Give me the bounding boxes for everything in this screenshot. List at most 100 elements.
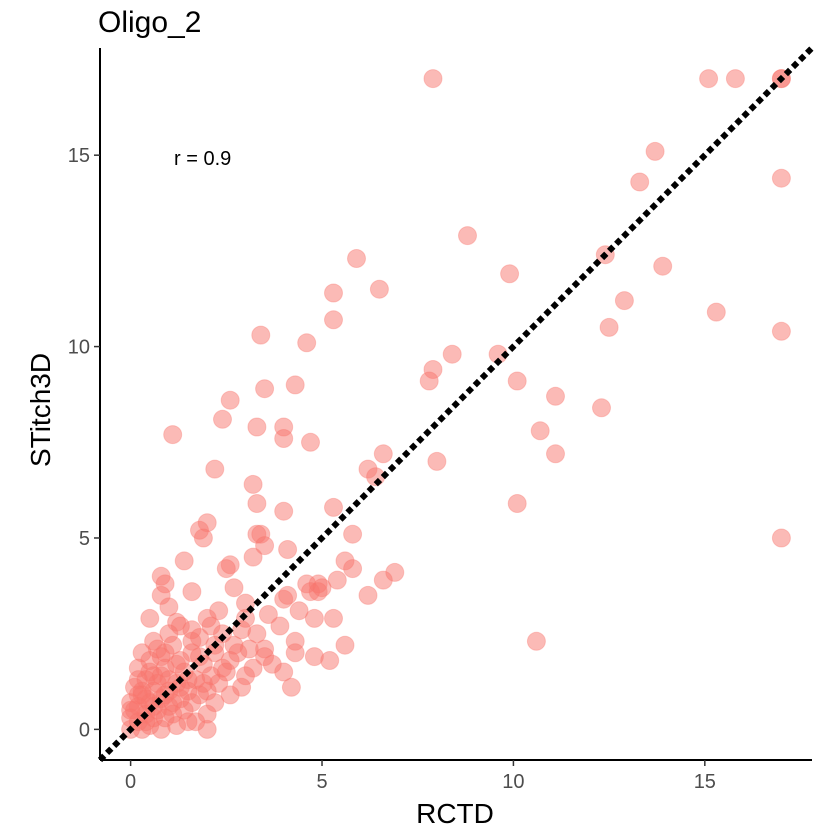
data-point (220, 390, 240, 410)
data-point (121, 700, 141, 720)
data-point (324, 283, 343, 303)
x-tick-label: 5 (316, 771, 327, 793)
data-point (205, 459, 225, 479)
y-tick-label: 10 (68, 337, 90, 359)
x-tick-label: 0 (125, 771, 136, 793)
data-point (771, 168, 791, 188)
data-point (599, 317, 619, 337)
data-point (182, 631, 202, 651)
data-point (155, 643, 175, 663)
data-point (167, 654, 187, 674)
data-point (630, 172, 650, 192)
x-axis-ticks: 0 5 10 15 (125, 760, 716, 793)
data-point (507, 494, 527, 513)
data-point (442, 344, 462, 364)
data-point (546, 444, 565, 464)
data-point (274, 501, 294, 521)
data-point (285, 375, 305, 395)
points-layer (121, 69, 791, 739)
data-point (243, 547, 263, 567)
x-axis-title: RCTD (416, 798, 494, 829)
data-point (258, 605, 278, 624)
data-point (427, 451, 447, 471)
data-point (706, 302, 726, 322)
data-point (771, 321, 791, 341)
data-point (530, 421, 550, 441)
data-point (220, 685, 240, 705)
data-point (347, 249, 366, 268)
data-point (278, 540, 298, 559)
data-point (128, 685, 148, 705)
x-tick-label: 15 (694, 771, 716, 793)
data-point (546, 386, 565, 406)
data-point (247, 494, 267, 513)
x-tick-label: 10 (502, 771, 524, 793)
plot-area (97, 45, 815, 763)
data-point (500, 264, 520, 284)
data-point (213, 409, 232, 429)
data-point (343, 524, 363, 544)
data-point (151, 719, 171, 739)
data-point (228, 643, 248, 663)
y-tick-label: 15 (68, 145, 90, 167)
data-point (178, 712, 198, 732)
data-point (335, 635, 355, 655)
data-point (285, 643, 305, 663)
data-point (771, 528, 791, 548)
data-point (270, 616, 290, 636)
data-point (373, 444, 393, 464)
data-point (140, 608, 160, 628)
data-point (725, 69, 745, 89)
data-point (281, 677, 301, 697)
data-point (289, 601, 309, 621)
data-point (163, 425, 183, 445)
data-point (373, 570, 393, 590)
data-point (247, 624, 267, 644)
data-point (324, 310, 343, 330)
data-point (159, 624, 179, 644)
data-point (327, 570, 347, 590)
data-point (324, 497, 343, 517)
data-point (507, 371, 527, 391)
data-point (304, 608, 324, 628)
data-point (369, 279, 389, 299)
data-point (243, 474, 263, 494)
data-point (614, 291, 634, 311)
data-point (251, 325, 271, 345)
data-point (247, 417, 267, 437)
data-point (301, 582, 320, 602)
data-point (301, 432, 320, 452)
data-point (653, 256, 673, 276)
data-point (358, 585, 378, 605)
correlation-annotation: r = 0.9 (174, 148, 231, 170)
data-point (224, 578, 244, 598)
y-axis-title: STitch3D (25, 353, 56, 467)
data-point (255, 536, 275, 556)
data-point (274, 662, 294, 682)
data-point (526, 631, 546, 651)
data-point (419, 371, 439, 391)
data-point (216, 559, 236, 579)
data-point (592, 398, 611, 418)
chart-title: Oligo_2 (98, 6, 201, 39)
data-point (274, 589, 294, 609)
y-tick-label: 0 (79, 719, 90, 741)
data-point (182, 582, 202, 602)
data-point (297, 333, 317, 353)
data-point (343, 559, 363, 579)
data-point (159, 597, 179, 617)
data-point (324, 608, 343, 628)
data-point (197, 719, 217, 739)
data-point (201, 616, 221, 636)
data-point (255, 379, 275, 399)
data-point (174, 551, 194, 571)
data-point (274, 429, 294, 448)
data-point (458, 226, 477, 246)
data-point (699, 69, 719, 89)
data-point (645, 141, 665, 161)
data-point (163, 693, 183, 713)
y-tick-label: 5 (79, 528, 90, 550)
reference-line (97, 45, 815, 763)
data-point (193, 528, 213, 548)
